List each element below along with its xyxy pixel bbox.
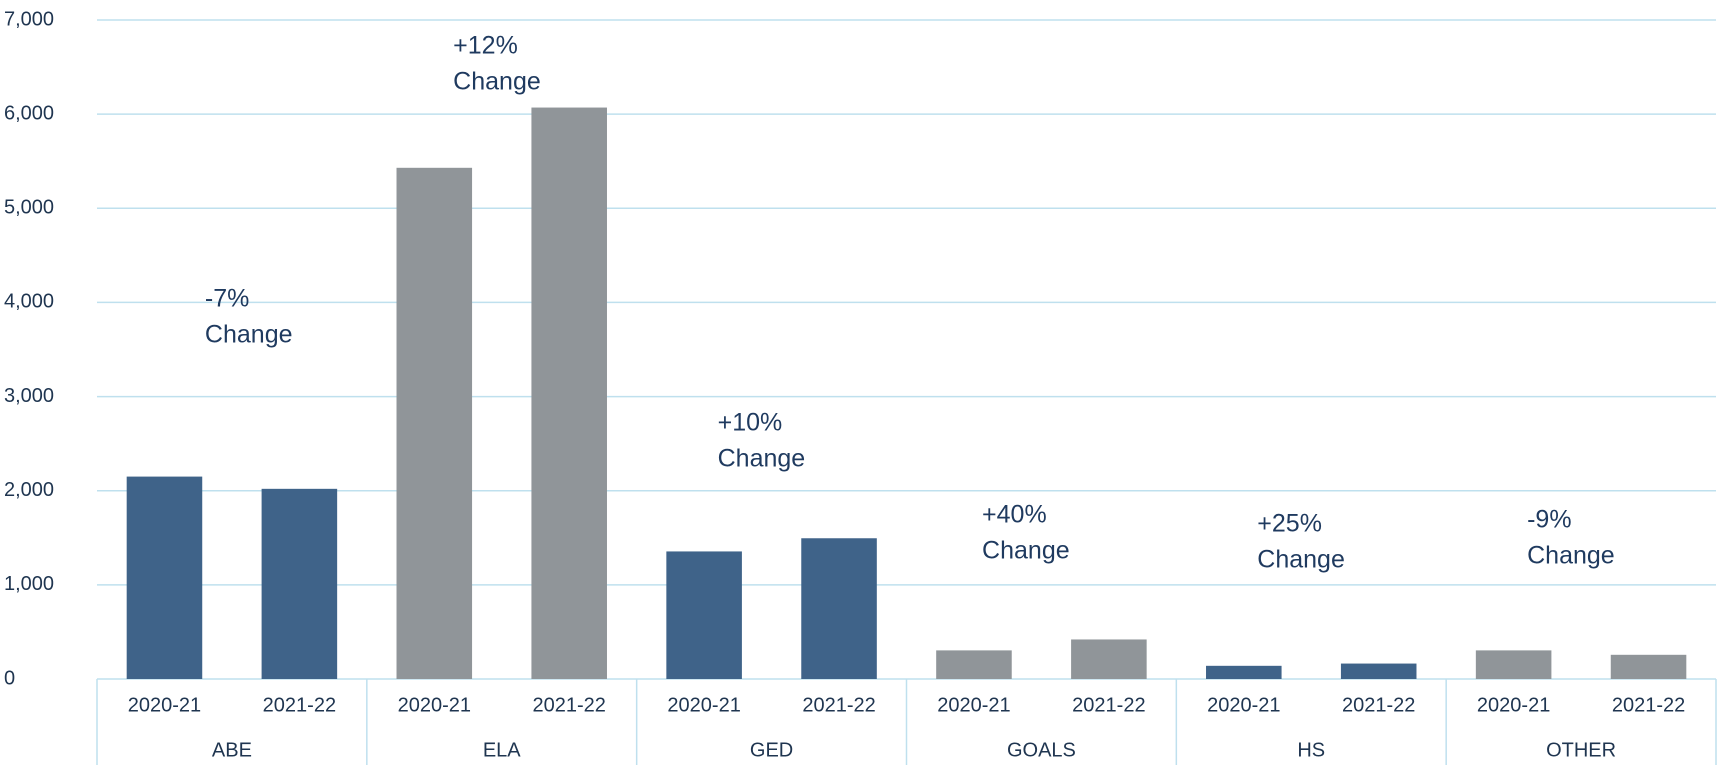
bar [1206, 665, 1282, 679]
x-tick-label: 2020-21 [128, 694, 201, 716]
bar [1340, 663, 1417, 679]
group-label: ELA [483, 739, 521, 761]
bar [1475, 650, 1552, 679]
group-label: GOALS [1007, 739, 1076, 761]
bar [1071, 639, 1147, 679]
x-tick-label: 2020-21 [667, 694, 740, 716]
x-tick-label: 2021-22 [533, 694, 606, 716]
annotation: +12% [453, 32, 518, 60]
annotation: -7% [205, 285, 249, 313]
annotation: +25% [1257, 510, 1322, 538]
group-label: ABE [212, 739, 252, 761]
annotation: Change [982, 537, 1070, 565]
y-tick-label: 3,000 [4, 385, 54, 407]
x-tick-label: 2021-22 [802, 694, 875, 716]
y-tick-label: 1,000 [4, 573, 54, 595]
annotation: +40% [982, 501, 1047, 529]
annotation: -9% [1527, 506, 1571, 534]
bar [261, 488, 338, 679]
bar [1610, 654, 1687, 679]
x-tick-label: 2021-22 [263, 694, 336, 716]
x-tick-label: 2021-22 [1612, 694, 1685, 716]
bar [396, 167, 473, 679]
bar [126, 476, 203, 679]
y-tick-label: 2,000 [4, 479, 54, 501]
bar [666, 551, 742, 679]
bar [936, 650, 1012, 679]
x-tick-label: 2020-21 [937, 694, 1010, 716]
bar [531, 107, 607, 679]
x-tick-label: 2021-22 [1342, 694, 1415, 716]
y-tick-label: 7,000 [4, 8, 54, 30]
y-tick-label: 0 [4, 667, 15, 689]
y-tick-label: 6,000 [4, 102, 54, 124]
x-tick-label: 2021-22 [1072, 694, 1145, 716]
x-tick-label: 2020-21 [398, 694, 471, 716]
y-tick-label: 4,000 [4, 291, 54, 313]
group-label: HS [1297, 739, 1325, 761]
bar [801, 538, 877, 679]
annotation: +10% [718, 409, 783, 437]
annotation: Change [1527, 542, 1615, 570]
x-tick-label: 2020-21 [1477, 694, 1550, 716]
annotation: Change [205, 321, 293, 349]
y-tick-label: 5,000 [4, 197, 54, 219]
annotation: Change [1257, 546, 1345, 574]
x-tick-label: 2020-21 [1207, 694, 1280, 716]
annotation: Change [453, 68, 541, 96]
group-label: OTHER [1546, 739, 1616, 761]
group-label: GED [750, 739, 793, 761]
annotation: Change [718, 445, 806, 473]
